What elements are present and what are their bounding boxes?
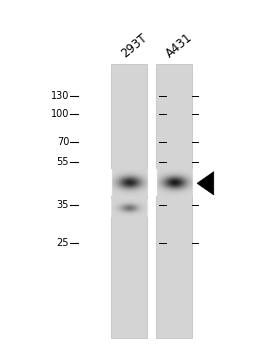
Text: 35: 35 (57, 200, 69, 210)
Bar (111, 64, 147, 338)
Text: A431: A431 (163, 31, 195, 61)
Text: 70: 70 (57, 136, 69, 147)
Text: 55: 55 (57, 156, 69, 167)
Bar (156, 64, 192, 338)
Text: 100: 100 (51, 109, 69, 119)
Text: 25: 25 (57, 238, 69, 248)
Polygon shape (197, 172, 214, 195)
Text: 293T: 293T (118, 32, 150, 61)
Text: 130: 130 (51, 91, 69, 101)
